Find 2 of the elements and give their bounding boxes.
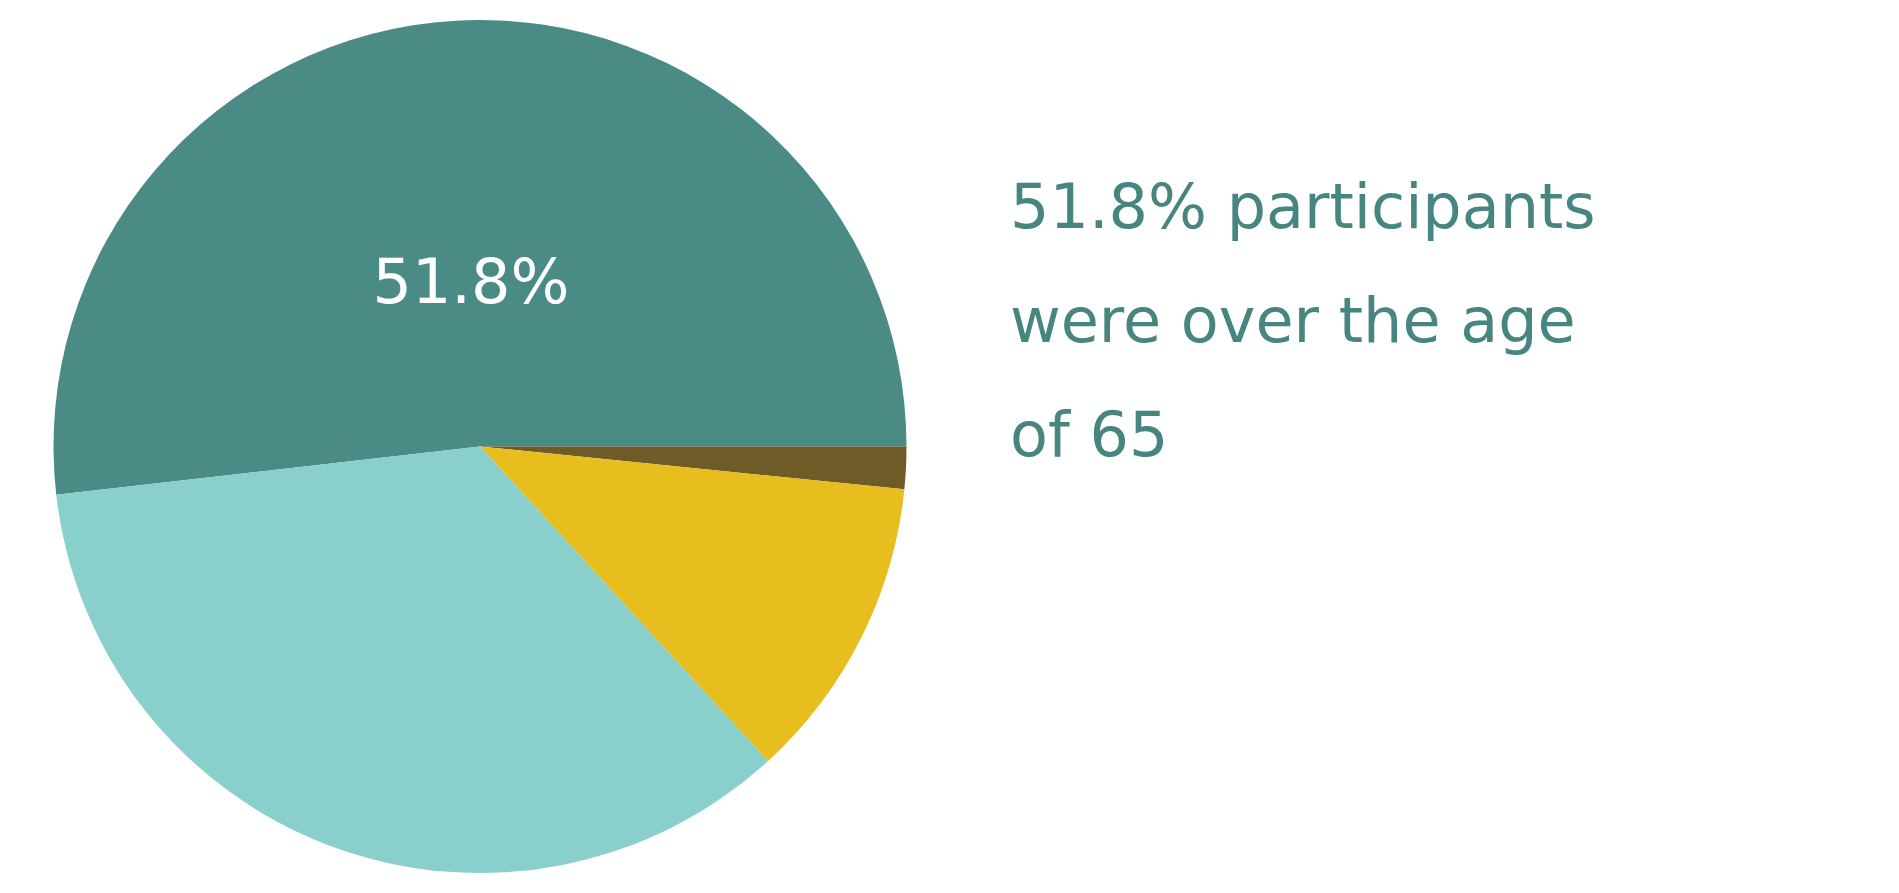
text: 51.8% participants were over the age of 65 bbox=[1010, 169, 1597, 473]
data-label: 51.8% bbox=[372, 244, 570, 318]
